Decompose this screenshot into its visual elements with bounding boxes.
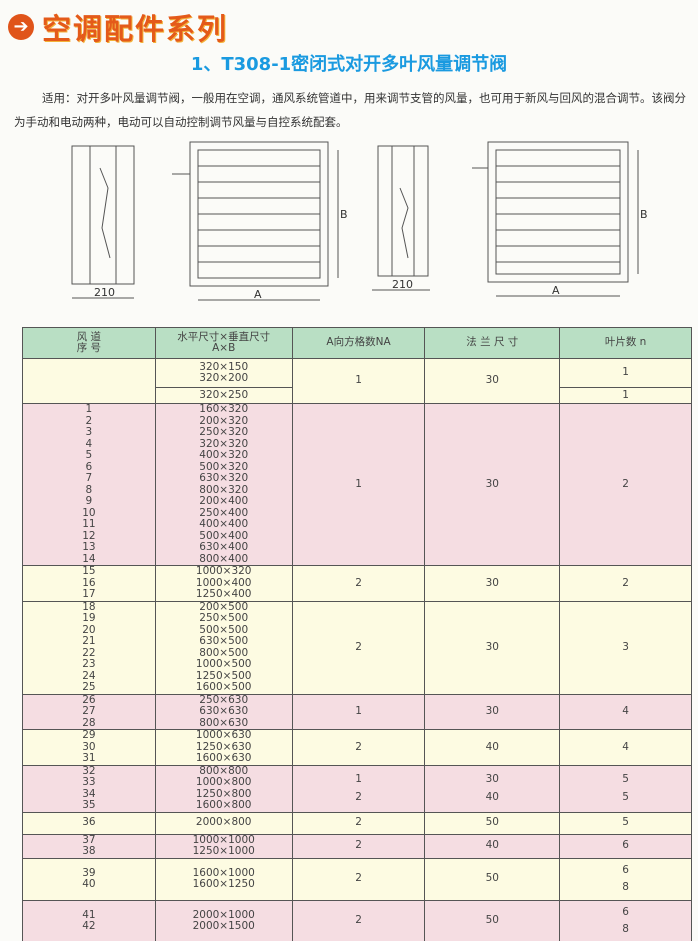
size-cell: 320×150 320×200 — [154, 358, 293, 388]
na-cell: 2 — [291, 833, 426, 859]
size-cell: 320×250 — [154, 387, 293, 404]
na-cell: 1 — [291, 358, 426, 404]
header-blades: 叶片数 n — [559, 327, 692, 359]
dim-depth-right: 210 — [392, 278, 413, 291]
flange-cell: 50 — [424, 899, 561, 941]
dim-depth-left: 210 — [94, 286, 115, 299]
size-cell: 1000×630 1250×630 1600×630 — [154, 729, 293, 766]
flange-cell: 30 — [424, 403, 561, 566]
blades-cell: 2 — [559, 403, 692, 566]
blades-right — [496, 165, 620, 263]
duct-no-cell: 39 40 — [22, 857, 156, 901]
size-cell: 2000×1000 2000×1500 — [154, 899, 293, 941]
front-view-right — [487, 141, 629, 283]
na-cell: 2 — [291, 857, 426, 901]
table-header-row: 风 道序 号水平尺寸×垂直尺寸 A×B A向方格数NA 法 兰 尺 寸叶片数 n — [22, 327, 692, 359]
flange-cell: 30 — [424, 565, 561, 602]
duct-no-cell: 41 42 — [22, 899, 156, 941]
size-cell: 1600×1000 1600×1250 — [154, 857, 293, 901]
size-cell: 2000×800 — [154, 811, 293, 835]
na-cell: 2 — [291, 899, 426, 941]
na-cell: 1 — [291, 403, 426, 566]
table-row: 37 38 1000×1000 1250×1000 2 40 6 — [22, 833, 692, 859]
na-cell: 2 — [291, 565, 426, 602]
duct-no-cell: 26 27 28 — [22, 693, 156, 730]
table-row: 320×150 320×200 1 30 1 — [22, 358, 692, 404]
duct-no-cell — [22, 358, 156, 404]
table-row: 1 2 3 4 5 6 7 8 9 10 11 12 13 14 160×320 200×320 250×320… — [22, 403, 692, 566]
header-duct-no: 风 道序 号 — [22, 327, 156, 359]
description: 适用：对开多叶风量调节阀，一般用在空调，通风系统管道中，用来调节支管的风量，也可… — [14, 91, 686, 129]
size-cell: 160×320 200×320 250×320 320×320 400×320 500×3… — [154, 403, 293, 566]
duct-no-cell: 1 2 3 4 5 6 7 8 9 10 11 12 13 14 — [22, 403, 156, 566]
dim-height-left: B — [340, 208, 348, 221]
size-cell: 250×630 630×630 800×630 — [154, 693, 293, 730]
flange-cell: 40 — [424, 833, 561, 859]
size-cell: 800×800 1000×800 1250×800 1600×800 — [154, 764, 293, 813]
series-title: ➔ 空调配件系列 — [8, 6, 228, 48]
side-view-left — [71, 145, 135, 285]
blades-cell: 1 — [559, 387, 692, 404]
header-size: 水平尺寸×垂直尺寸 A×B — [154, 327, 293, 359]
blades-cell: 2 — [559, 565, 692, 602]
table-row: 26 27 28 250×630 630×630 800×630 1 30 4 — [22, 693, 692, 730]
blades-cell: 3 — [559, 600, 692, 695]
blades-left — [198, 165, 320, 263]
series-title-text: 空调配件系列 — [42, 12, 229, 46]
flange-cell: 50 — [424, 857, 561, 901]
flange-cell: 30 — [424, 600, 561, 695]
product-title: 1、T308-1密闭式对开多叶风量调节阀 — [190, 54, 508, 75]
blades-cell: 5 — [559, 811, 692, 835]
size-cell: 200×500 250×500 500×500 630×500 800×500 1000×… — [154, 600, 293, 695]
na-cell: 1 — [291, 693, 426, 730]
flange-cell: 40 — [424, 729, 561, 766]
header-flange: 法 兰 尺 寸 — [424, 327, 561, 359]
duct-no-cell: 18 19 20 21 22 23 24 25 — [22, 600, 156, 695]
table-row: 41 42 2000×1000 2000×1500 2 50 6 8 — [22, 899, 692, 941]
flange-cell: 30 — [424, 693, 561, 730]
flange-cell: 50 — [424, 811, 561, 835]
size-cell: 1000×1000 1250×1000 — [154, 833, 293, 859]
table-row: 15 16 17 1000×320 1000×400 1250×400 2 30 2 — [22, 565, 692, 602]
dim-height-right: B — [640, 208, 648, 221]
duct-no-cell: 15 16 17 — [22, 565, 156, 602]
duct-no-cell: 29 30 31 — [22, 729, 156, 766]
na-cell: 2 — [291, 600, 426, 695]
arrow-right-circle-icon: ➔ — [8, 14, 34, 40]
dim-width-right: A — [552, 284, 560, 297]
dim-width-left: A — [254, 288, 262, 301]
table-row: 36 2000×800 2 50 5 — [22, 811, 692, 835]
front-view-left — [189, 141, 329, 287]
duct-no-cell: 36 — [22, 811, 156, 835]
header-na: A向方格数NA — [291, 327, 426, 359]
blades-cell: 6 — [559, 833, 692, 859]
side-view-right — [377, 145, 429, 277]
blades-cell: 4 — [559, 693, 692, 730]
flange-cell: 30 40 — [424, 764, 561, 813]
table-row: 320×250 1 — [23, 387, 692, 404]
specification-table: 风 道序 号水平尺寸×垂直尺寸 A×B A向方格数NA 法 兰 尺 寸叶片数 n 32… — [22, 327, 692, 941]
size-cell: 1000×320 1000×400 1250×400 — [154, 565, 293, 602]
duct-no-cell: 37 38 — [22, 833, 156, 859]
flange-cell: 30 — [424, 358, 561, 404]
table-row: 18 19 20 21 22 23 24 25 200×500 250×500 500×500 630… — [22, 600, 692, 695]
blades-cell: 4 — [559, 729, 692, 766]
na-cell: 2 — [291, 811, 426, 835]
duct-no-cell: 32 33 34 35 — [22, 764, 156, 813]
blades-cell: 1 — [559, 358, 692, 388]
table-row: 29 30 31 1000×630 1250×630 1600×630 2 40 4 — [22, 729, 692, 766]
na-cell: 2 — [291, 729, 426, 766]
valve-drawings: 210 A B 210 A B — [71, 141, 648, 301]
table-row: 39 40 1600×1000 1600×1250 2 50 6 8 — [22, 857, 692, 901]
table-row: 32 33 34 35 800×800 1000×800 1250×800 1600×800 1… — [22, 764, 692, 813]
